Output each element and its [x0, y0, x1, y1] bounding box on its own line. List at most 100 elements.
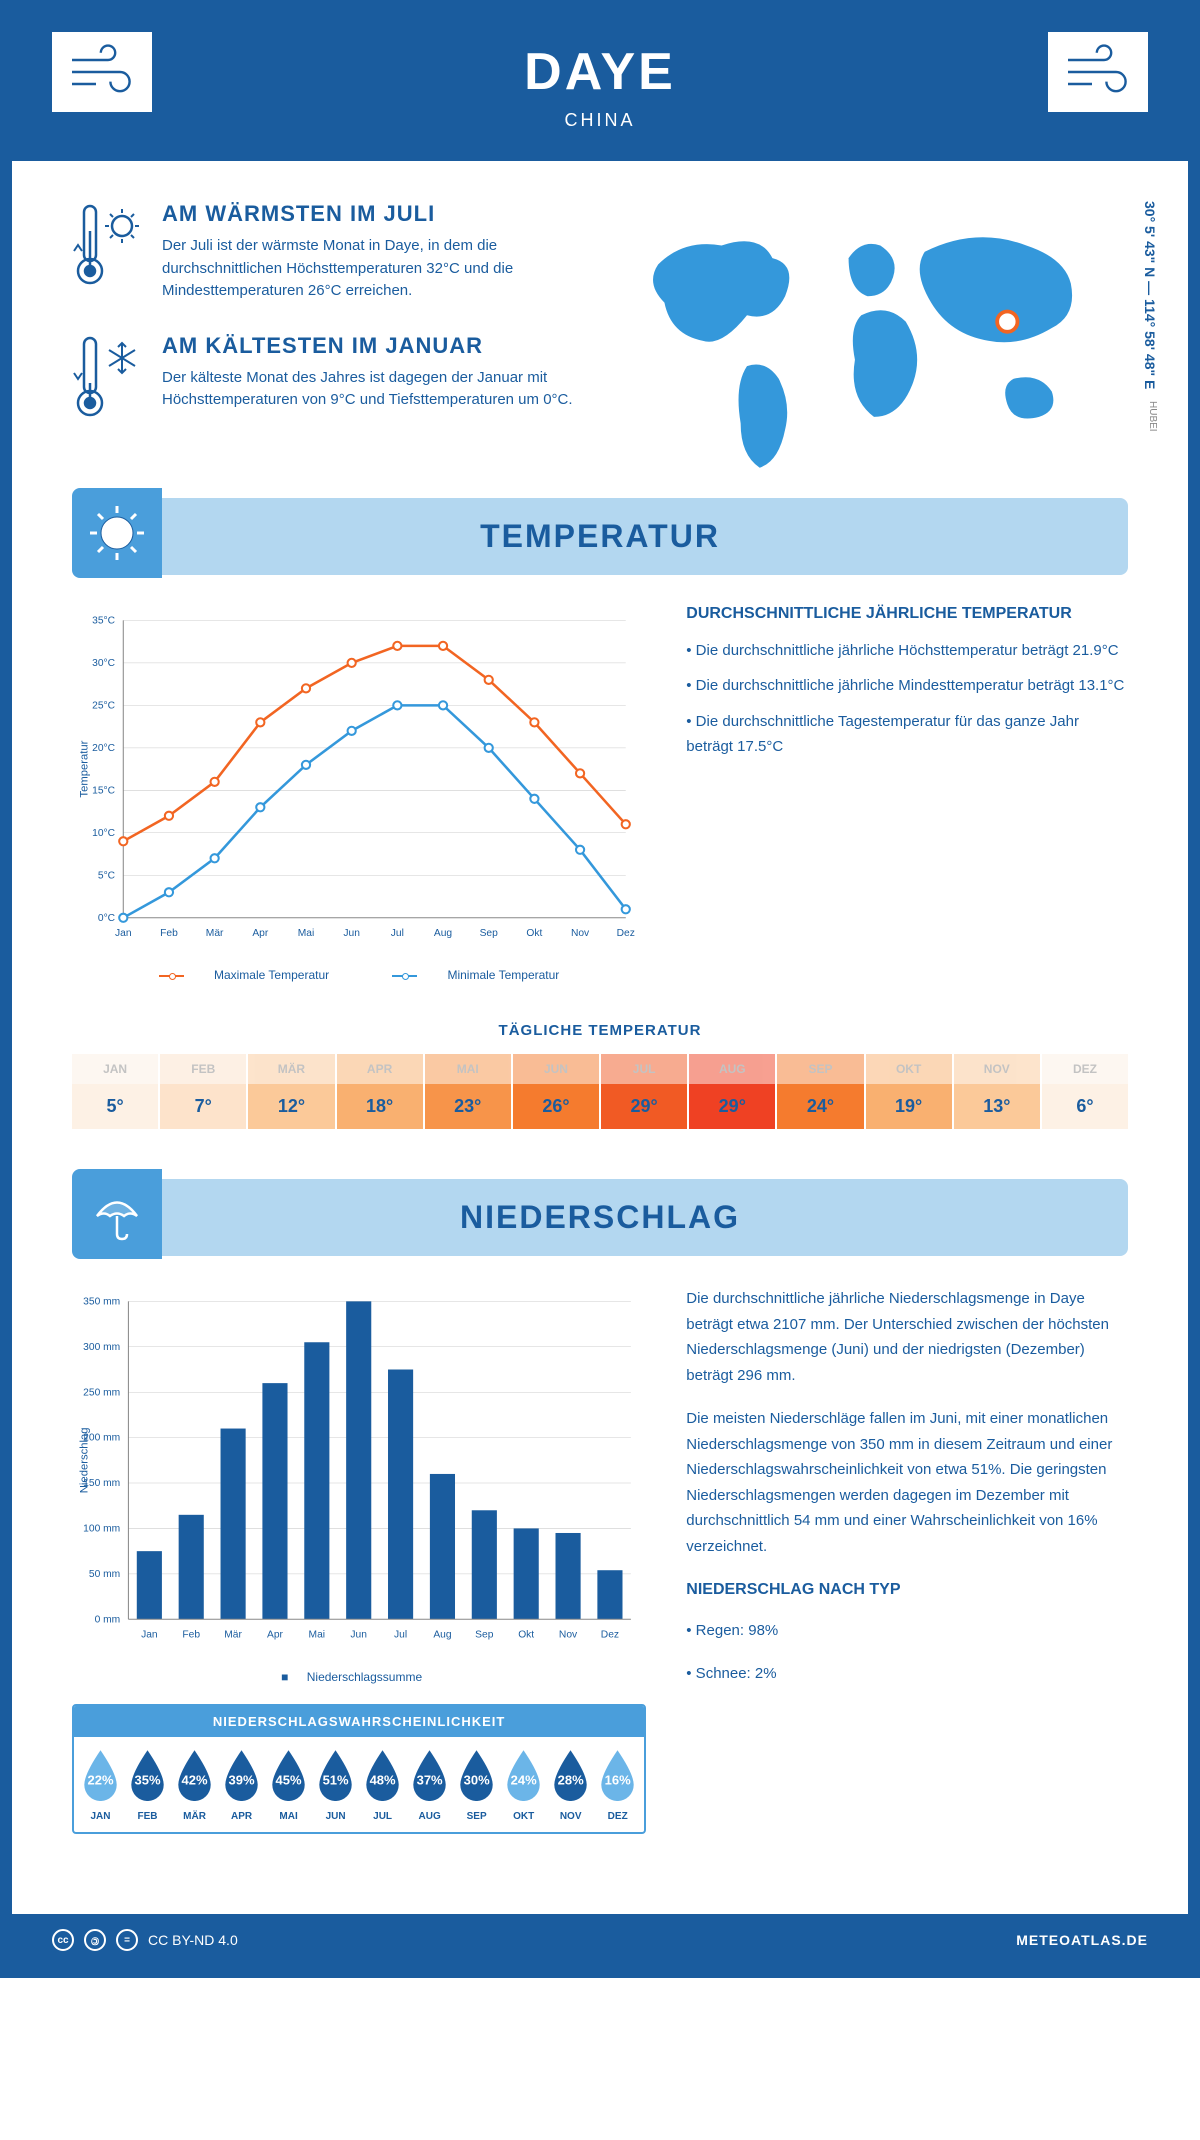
prob-cell: 51%JUN: [313, 1747, 358, 1822]
svg-text:Apr: Apr: [267, 1630, 284, 1641]
prob-cell: 35%FEB: [125, 1747, 170, 1822]
svg-text:250 mm: 250 mm: [83, 1387, 120, 1398]
svg-text:Jun: Jun: [343, 928, 360, 939]
svg-text:Sep: Sep: [480, 928, 499, 939]
svg-text:0 mm: 0 mm: [95, 1614, 121, 1625]
footer-license: cc 🄯 = CC BY-ND 4.0: [52, 1929, 238, 1951]
svg-text:300 mm: 300 mm: [83, 1342, 120, 1353]
warmest-text: Der Juli ist der wärmste Monat in Daye, …: [162, 235, 580, 303]
svg-text:15°C: 15°C: [92, 785, 116, 796]
precip-p2: Die meisten Niederschläge fallen im Juni…: [686, 1406, 1128, 1559]
temp-cell: AUG29°: [689, 1054, 775, 1129]
svg-text:Mai: Mai: [309, 1630, 326, 1641]
thermometer-sun-icon: [72, 201, 142, 303]
svg-text:Dez: Dez: [617, 928, 635, 939]
temp-legend: Maximale Temperatur Minimale Temperatur: [72, 968, 646, 982]
license-text: CC BY-ND 4.0: [148, 1932, 238, 1948]
prob-cell: 37%AUG: [407, 1747, 452, 1822]
top-row: AM WÄRMSTEN IM JULI Der Juli ist der wär…: [72, 201, 1128, 458]
svg-text:Aug: Aug: [433, 1630, 452, 1641]
region-label: HUBEI: [1147, 401, 1158, 432]
temp-cell: JAN5°: [72, 1054, 158, 1129]
svg-text:Mär: Mär: [224, 1630, 242, 1641]
prob-cell: 24%OKT: [501, 1747, 546, 1822]
nd-icon: =: [116, 1929, 138, 1951]
precipitation-banner: NIEDERSCHLAG: [72, 1179, 1128, 1256]
svg-text:Jun: Jun: [350, 1630, 367, 1641]
facts-column: AM WÄRMSTEN IM JULI Der Juli ist der wär…: [72, 201, 580, 458]
svg-text:Mai: Mai: [298, 928, 315, 939]
country-subtitle: CHINA: [52, 110, 1148, 131]
temp-cell: MAI23°: [425, 1054, 511, 1129]
precip-type-title: NIEDERSCHLAG NACH TYP: [686, 1577, 1128, 1603]
svg-text:Sep: Sep: [475, 1630, 494, 1641]
precip-legend-label: Niederschlagssumme: [307, 1670, 422, 1684]
precip-p1: Die durchschnittliche jährliche Niedersc…: [686, 1286, 1128, 1388]
daily-temp-strip: JAN5°FEB7°MÄR12°APR18°MAI23°JUN26°JUL29°…: [72, 1054, 1128, 1129]
temp-info: DURCHSCHNITTLICHE JÄHRLICHE TEMPERATUR •…: [686, 605, 1128, 983]
prob-cell: 22%JAN: [78, 1747, 123, 1822]
coldest-fact: AM KÄLTESTEN IM JANUAR Der kälteste Mona…: [72, 333, 580, 428]
svg-text:350 mm: 350 mm: [83, 1297, 120, 1308]
svg-text:25°C: 25°C: [92, 700, 116, 711]
sun-icon: [72, 488, 162, 578]
legend-min: Minimale Temperatur: [447, 968, 559, 982]
temp-chart-row: 0°C5°C10°C15°C20°C25°C30°C35°CJanFebMärA…: [72, 605, 1128, 983]
temp-bullet: • Die durchschnittliche jährliche Mindes…: [686, 673, 1128, 699]
footer-site: METEOATLAS.DE: [1016, 1932, 1148, 1948]
svg-text:Dez: Dez: [601, 1630, 619, 1641]
content: AM WÄRMSTEN IM JULI Der Juli ist der wär…: [12, 161, 1188, 1914]
coldest-text: Der kälteste Monat des Jahres ist dagege…: [162, 367, 580, 412]
precip-chart: 0 mm50 mm100 mm150 mm200 mm250 mm300 mm3…: [72, 1286, 646, 1834]
header: DAYE CHINA: [12, 12, 1188, 161]
temp-bullet: • Die durchschnittliche Tagestemperatur …: [686, 709, 1128, 760]
temp-info-title: DURCHSCHNITTLICHE JÄHRLICHE TEMPERATUR: [686, 605, 1128, 623]
svg-text:Temperatur: Temperatur: [78, 740, 90, 797]
temp-cell: MÄR12°: [248, 1054, 334, 1129]
temp-cell: NOV13°: [954, 1054, 1040, 1129]
warmest-fact: AM WÄRMSTEN IM JULI Der Juli ist der wär…: [72, 201, 580, 303]
precip-info: Die durchschnittliche jährliche Niedersc…: [686, 1286, 1128, 1834]
precip-snow: • Schnee: 2%: [686, 1661, 1128, 1687]
precip-rain: • Regen: 98%: [686, 1618, 1128, 1644]
svg-text:50 mm: 50 mm: [89, 1569, 120, 1580]
legend-max: Maximale Temperatur: [214, 968, 329, 982]
svg-text:Jul: Jul: [394, 1630, 407, 1641]
footer: cc 🄯 = CC BY-ND 4.0 METEOATLAS.DE: [12, 1914, 1188, 1966]
svg-text:Aug: Aug: [434, 928, 453, 939]
svg-text:Jan: Jan: [141, 1630, 158, 1641]
svg-text:Niederschlag: Niederschlag: [78, 1428, 90, 1494]
svg-text:Mär: Mär: [206, 928, 224, 939]
svg-text:Feb: Feb: [182, 1630, 200, 1641]
svg-text:Nov: Nov: [571, 928, 590, 939]
temp-cell: JUL29°: [601, 1054, 687, 1129]
wind-icon-right: [1048, 32, 1148, 112]
svg-text:0°C: 0°C: [98, 912, 116, 923]
temp-cell: DEZ6°: [1042, 1054, 1128, 1129]
thermometer-snow-icon: [72, 333, 142, 428]
svg-text:100 mm: 100 mm: [83, 1524, 120, 1535]
precip-legend: ■ Niederschlagssumme: [72, 1670, 646, 1684]
temp-bullet: • Die durchschnittliche jährliche Höchst…: [686, 638, 1128, 664]
precipitation-heading: NIEDERSCHLAG: [92, 1199, 1108, 1236]
prob-cell: 16%DEZ: [595, 1747, 640, 1822]
temperature-banner: TEMPERATUR: [72, 498, 1128, 575]
prob-cell: 42%MÄR: [172, 1747, 217, 1822]
warmest-title: AM WÄRMSTEN IM JULI: [162, 201, 580, 227]
prob-cell: 48%JUL: [360, 1747, 405, 1822]
svg-text:Jan: Jan: [115, 928, 132, 939]
svg-text:10°C: 10°C: [92, 827, 116, 838]
wind-icon-left: [52, 32, 152, 112]
umbrella-icon: [72, 1169, 162, 1259]
svg-text:5°C: 5°C: [98, 870, 116, 881]
svg-text:35°C: 35°C: [92, 615, 116, 626]
prob-cell: 28%NOV: [548, 1747, 593, 1822]
coordinates: 30° 5' 43" N — 114° 58' 48" E: [1142, 201, 1158, 389]
probability-box: NIEDERSCHLAGSWAHRSCHEINLICHKEIT 22%JAN35…: [72, 1704, 646, 1834]
prob-cell: 30%SEP: [454, 1747, 499, 1822]
temp-chart: 0°C5°C10°C15°C20°C25°C30°C35°CJanFebMärA…: [72, 605, 646, 983]
temp-cell: SEP24°: [777, 1054, 863, 1129]
svg-text:30°C: 30°C: [92, 657, 116, 668]
svg-text:Nov: Nov: [559, 1630, 578, 1641]
temperature-heading: TEMPERATUR: [92, 518, 1108, 555]
